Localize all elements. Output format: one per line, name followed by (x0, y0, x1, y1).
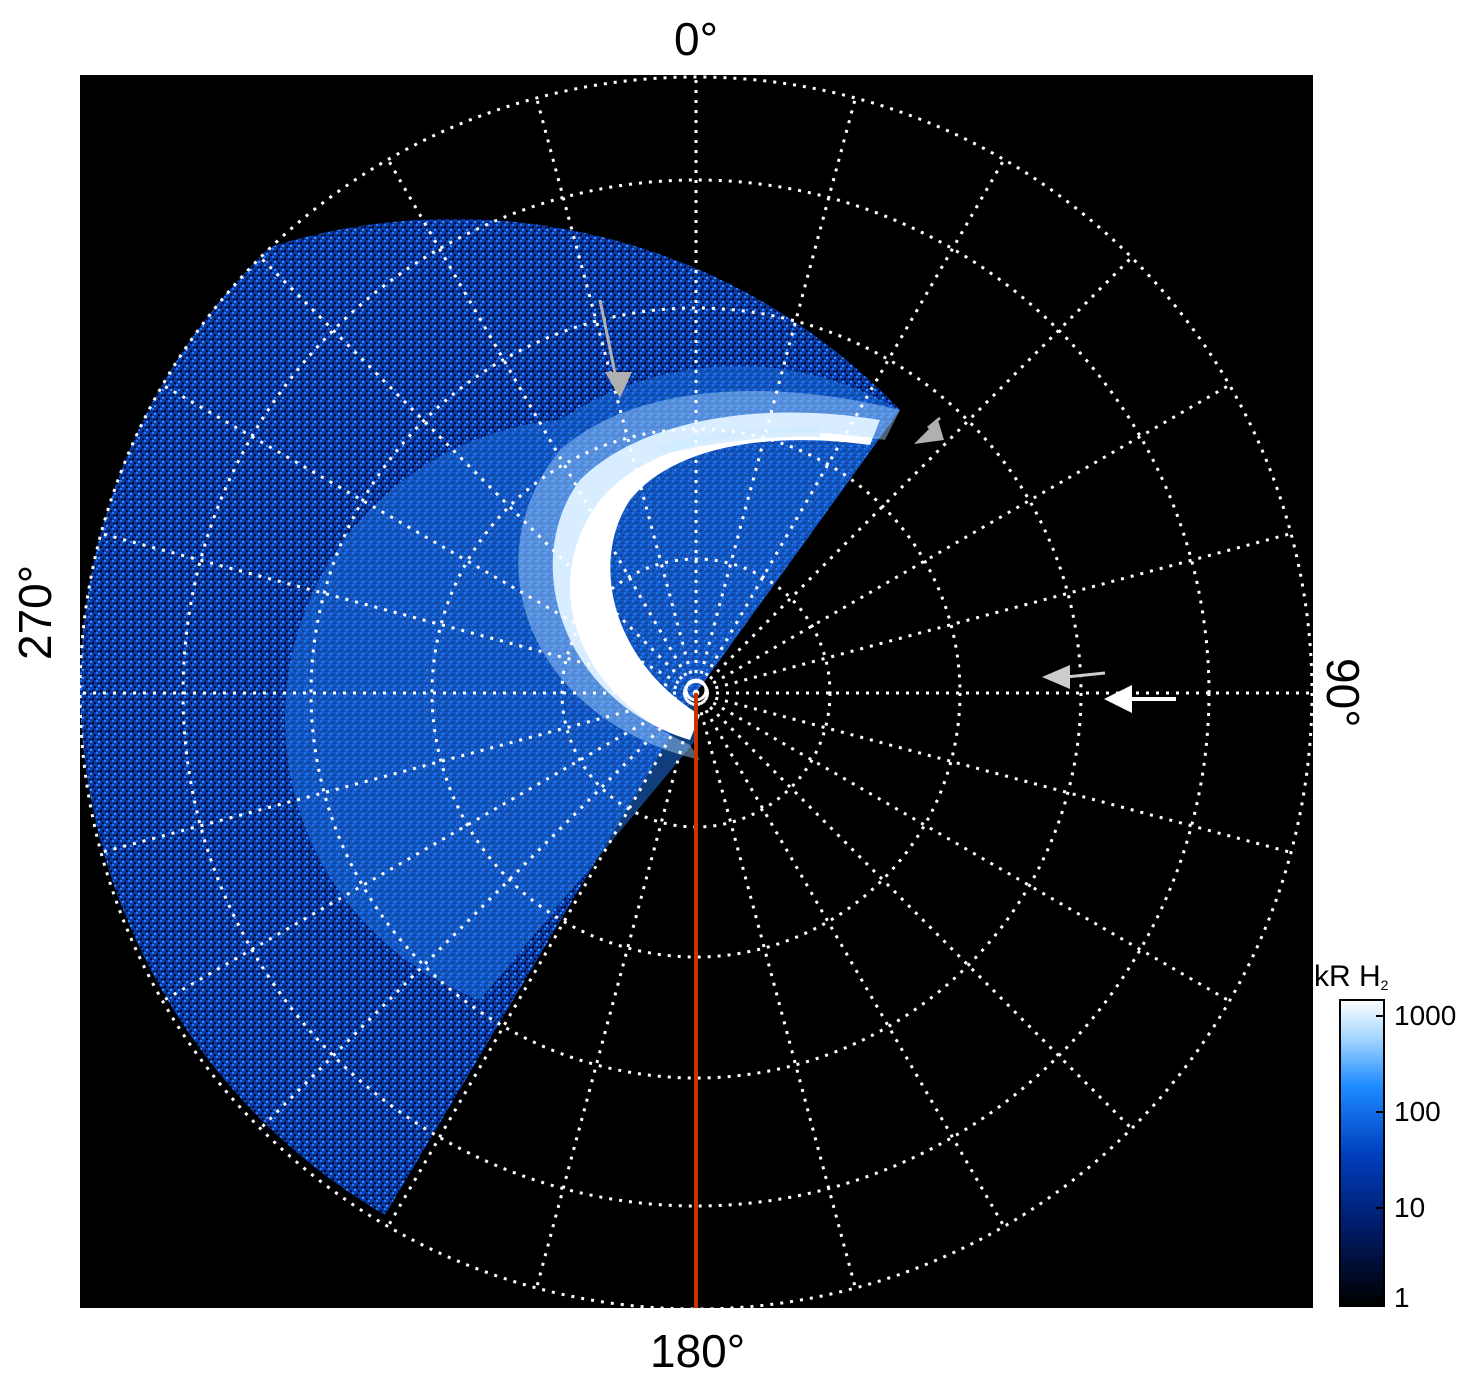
grid-circle (309, 306, 1083, 1080)
arrow-shaft (927, 416, 941, 430)
arrow-head-grey (1042, 665, 1070, 689)
colorbar-tick-label: 10 (1394, 1192, 1426, 1223)
grid-circle (430, 427, 962, 959)
colorbar-title-text: kR H (1314, 960, 1381, 993)
colorbar-tick-label: 1000 (1394, 1000, 1457, 1031)
arrow-head-white (1104, 685, 1132, 713)
grid-radial (695, 532, 1292, 695)
angle-label-270: 270° (9, 564, 61, 660)
grid-radial (695, 691, 1292, 854)
arrow-shaft (598, 299, 618, 379)
grid-radial (535, 692, 698, 1289)
angle-label-180: 180° (650, 1325, 746, 1377)
angle-label-0: 0° (674, 13, 718, 65)
grid-radial (100, 691, 697, 854)
arrow-head-grey (605, 372, 632, 398)
grid-radial (695, 691, 1231, 1003)
oval-halo (518, 390, 900, 760)
colorbar-tick-label: 1 (1394, 1282, 1410, 1313)
angle-label-90: 90° (1317, 658, 1369, 728)
grid-radial (386, 158, 698, 694)
grid-radial (161, 691, 697, 1003)
grid-radial (161, 383, 697, 695)
arrow-head-grey (914, 420, 944, 444)
grid-radial (100, 532, 697, 695)
colorbar-title-subscript: 2 (1380, 977, 1389, 993)
grid-radial (259, 691, 698, 1130)
grid-radial (695, 383, 1231, 695)
grid-radial (694, 692, 1006, 1228)
emission-inner-band (284, 365, 900, 1000)
colorbar-title: kR H2 (1314, 960, 1388, 994)
annotation-arrows (598, 299, 1176, 713)
grid-radial (694, 256, 1133, 695)
grid-radial (694, 97, 857, 694)
grid-radial (259, 256, 698, 695)
grid-radial (535, 97, 698, 694)
grid-radial (694, 692, 857, 1289)
colorbar (1339, 999, 1385, 1307)
arrow-shaft (1065, 671, 1106, 679)
grid-radial (386, 692, 698, 1228)
grid-circle (78, 75, 1314, 1311)
colorbar-tick-label: 100 (1394, 1096, 1441, 1127)
secondary-arc (658, 426, 821, 455)
grid-radial (694, 158, 1006, 694)
grid-radial (694, 691, 1133, 1130)
colorbar-ticks (1376, 1015, 1384, 1301)
polar-radials (80, 77, 1312, 1309)
